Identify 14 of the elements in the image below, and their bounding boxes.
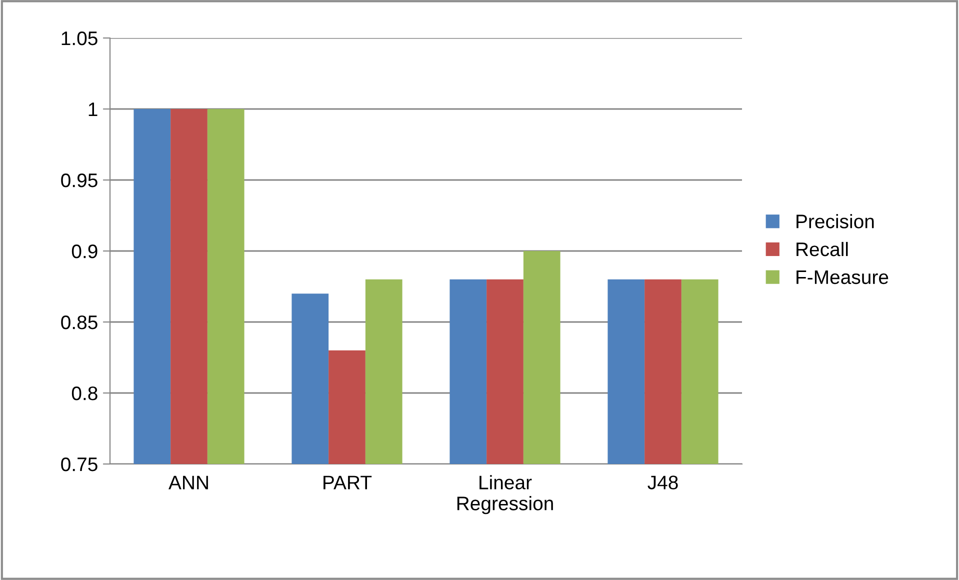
- x-tick-label: J48: [648, 476, 678, 490]
- x-tick-label: PART: [324, 476, 372, 490]
- legend-label: Precision: [796, 214, 874, 228]
- x-tick-label: ANN: [168, 476, 208, 490]
- y-tick-label: 0.75: [61, 457, 98, 472]
- y-tick-label: 0.85: [61, 315, 98, 330]
- y-tick-label: 0.9: [72, 244, 98, 258]
- x-tick-label: Linear Regression: [457, 475, 553, 514]
- y-tick-label: 1: [88, 102, 98, 116]
- y-tick-label: 0.8: [72, 386, 98, 400]
- legend-label: F-Measure: [796, 270, 888, 284]
- y-tick-label: 0.95: [61, 173, 98, 188]
- legend-label: Recall: [796, 242, 848, 256]
- y-tick-label: 1.05: [62, 31, 98, 46]
